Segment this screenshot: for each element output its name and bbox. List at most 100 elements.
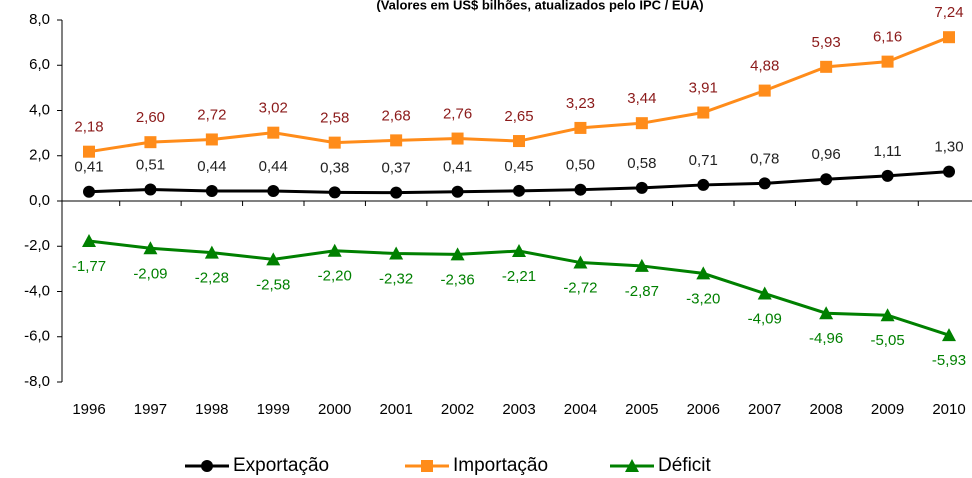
legend-label: Exportação [233, 455, 329, 476]
data-point [512, 244, 526, 258]
x-tick-label: 2000 [318, 401, 351, 418]
x-tick-label: 2004 [564, 401, 597, 418]
x-tick-label: 2008 [809, 401, 842, 418]
data-point [144, 183, 157, 196]
data-point [451, 132, 464, 145]
x-tick-label: 2007 [748, 401, 781, 418]
data-label: 1,11 [874, 143, 902, 160]
data-label: -2,72 [563, 280, 597, 297]
data-label: -2,87 [625, 283, 659, 300]
data-point [143, 241, 158, 255]
data-point [697, 178, 710, 191]
x-tick-label: 2005 [625, 401, 658, 418]
data-label: -2,28 [195, 270, 229, 287]
data-label: 2,18 [74, 119, 103, 136]
data-point [574, 183, 587, 196]
data-label: -2,09 [133, 265, 167, 282]
y-tick-label: -6,0 [24, 328, 50, 345]
data-label: 0,38 [320, 159, 349, 176]
data-label: 0,58 [627, 155, 656, 172]
data-label: 0,78 [750, 150, 779, 167]
data-label: 2,72 [197, 106, 226, 123]
x-tick-label: 1999 [257, 401, 290, 418]
data-point [942, 328, 956, 342]
x-tick-label: 2010 [932, 401, 965, 418]
data-point [635, 117, 648, 130]
y-tick-label: -2,0 [24, 237, 50, 254]
data-point [390, 186, 403, 199]
data-point [758, 177, 771, 190]
data-point [451, 185, 464, 198]
data-label: 0,71 [689, 152, 718, 169]
data-label: 0,51 [136, 156, 165, 173]
data-label: 3,44 [627, 90, 656, 107]
data-label: -2,58 [256, 276, 290, 293]
y-tick-label: 8,0 [29, 11, 50, 28]
data-point [943, 165, 955, 178]
data-point [390, 134, 403, 147]
data-point [758, 84, 771, 97]
data-point [267, 185, 280, 198]
data-point [820, 173, 833, 186]
x-tick-label: 1996 [72, 401, 105, 418]
data-point [513, 135, 525, 148]
x-tick-label: 2003 [502, 401, 535, 418]
x-tick-label: 2006 [687, 401, 720, 418]
data-label: -5,05 [870, 332, 904, 349]
data-label: 0,45 [504, 158, 533, 175]
data-point [389, 246, 404, 260]
data-label: 3,23 [566, 95, 595, 112]
data-label: 2,68 [382, 107, 411, 124]
data-point [881, 169, 894, 182]
x-tick-label: 2001 [379, 401, 412, 418]
data-label: 0,44 [197, 158, 226, 175]
data-label: -2,36 [440, 271, 474, 288]
y-tick-label: 4,0 [29, 101, 50, 118]
data-label: 3,02 [259, 100, 288, 117]
data-point [328, 136, 341, 149]
legend-marker [201, 460, 213, 472]
data-point [513, 184, 525, 197]
data-label: 0,37 [382, 160, 411, 177]
y-tick-label: 0,0 [29, 192, 50, 209]
data-point [267, 126, 280, 139]
data-label: -1,77 [72, 258, 106, 275]
data-label: -2,32 [379, 270, 413, 287]
legend-label: Déficit [658, 455, 712, 476]
y-tick-label: -8,0 [24, 373, 50, 390]
legend-marker [625, 459, 639, 472]
data-label: 4,88 [750, 58, 779, 75]
x-tick-label: 1998 [195, 401, 228, 418]
data-point [204, 245, 219, 259]
data-label: 0,41 [74, 159, 103, 176]
data-label: -2,21 [502, 268, 536, 285]
data-point [83, 185, 95, 198]
data-label: 0,50 [566, 157, 595, 174]
data-label: 2,60 [136, 109, 165, 126]
data-point [881, 55, 894, 68]
data-label: 0,44 [259, 158, 288, 175]
data-point [697, 106, 710, 119]
data-point [880, 308, 895, 322]
data-label: 6,16 [873, 29, 902, 46]
data-point [696, 266, 711, 280]
chart-subtitle: (Valores em US$ bilhões, atualizados pel… [376, 0, 703, 12]
data-point [635, 181, 648, 194]
data-label: 0,41 [443, 159, 472, 176]
data-label: 7,24 [934, 4, 963, 21]
x-tick-label: 2009 [871, 401, 904, 418]
series-line [88, 35, 950, 154]
x-tick-label: 1997 [134, 401, 167, 418]
data-label: 3,91 [689, 80, 718, 97]
data-point [82, 234, 96, 248]
data-label: -2,20 [318, 268, 352, 285]
data-point [205, 133, 218, 146]
y-tick-label: 6,0 [29, 56, 50, 73]
x-tick-label: 2002 [441, 401, 474, 418]
data-label: 2,65 [504, 108, 533, 125]
data-label: -4,09 [748, 311, 782, 328]
data-label: 2,76 [443, 106, 472, 123]
data-point [757, 286, 772, 300]
legend-label: Importação [453, 455, 548, 476]
